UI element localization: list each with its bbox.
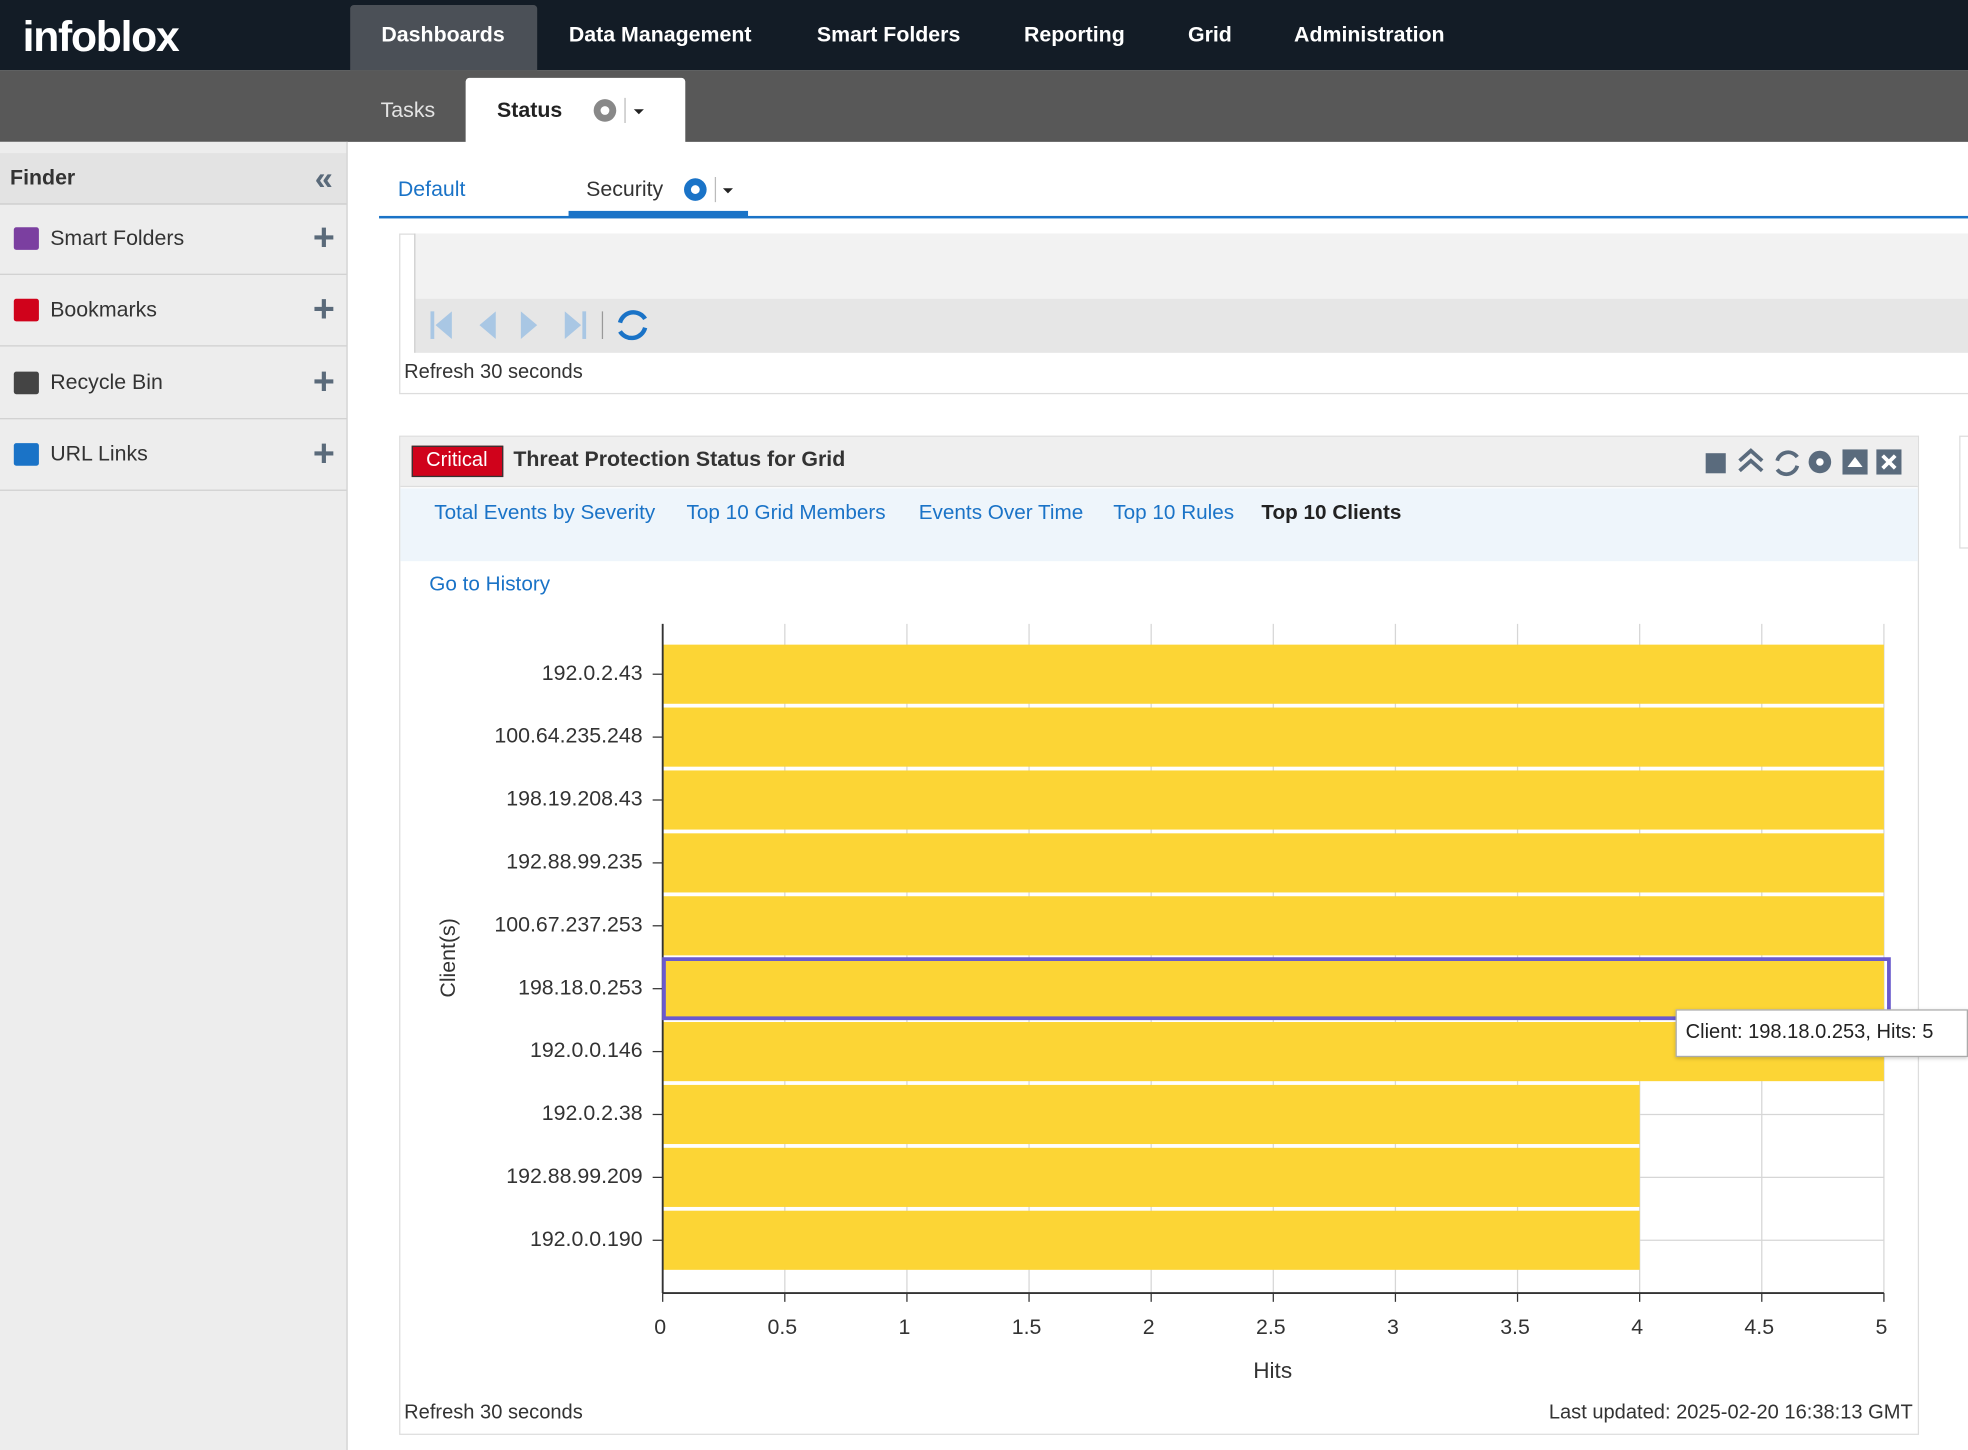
add-button[interactable]: + (313, 433, 335, 476)
last-updated: Last updated: 2025-02-20 16:38:13 GMT (1549, 1402, 1913, 1425)
x-tick-label: 4 (1631, 1315, 1643, 1339)
x-axis-label: Hits (1253, 1358, 1292, 1383)
bar (663, 1148, 1640, 1207)
y-tick-label: 192.0.2.38 (542, 1101, 643, 1125)
finder-row-border (0, 489, 346, 490)
y-tick-label: 198.18.0.253 (518, 975, 643, 999)
bar (663, 1085, 1640, 1144)
y-tick-label: 192.0.2.43 (542, 661, 643, 685)
finder-row-border (0, 274, 346, 275)
add-button[interactable]: + (313, 289, 335, 332)
x-tick-label: 0.5 (767, 1315, 797, 1339)
refresh-note: Refresh 30 seconds (404, 1402, 583, 1425)
finder-item[interactable]: URL Links (50, 442, 148, 467)
bar (663, 708, 1884, 767)
finder-row-border (0, 418, 346, 419)
add-button[interactable]: + (313, 217, 335, 260)
y-axis-label: Client(s) (436, 918, 460, 997)
y-tick-label: 192.88.99.235 (506, 850, 642, 874)
bar (663, 896, 1884, 955)
y-tick-label: 192.88.99.209 (506, 1164, 642, 1188)
bar (663, 833, 1884, 892)
finder-icon (14, 443, 39, 466)
finder-icon (14, 227, 39, 250)
y-tick-label: 198.19.208.43 (506, 787, 642, 811)
y-tick-label: 100.67.237.253 (494, 912, 642, 936)
bar (663, 770, 1884, 829)
finder-item[interactable]: Smart Folders (50, 226, 184, 251)
y-tick-label: 192.0.0.190 (530, 1227, 643, 1251)
bar (663, 645, 1884, 704)
bar (663, 1211, 1640, 1270)
finder-item[interactable]: Recycle Bin (50, 370, 163, 395)
finder-icon (14, 371, 39, 394)
finder-row-border (0, 346, 346, 347)
y-tick-label: 100.64.235.248 (494, 724, 642, 748)
x-tick-label: 0 (654, 1315, 666, 1339)
x-tick-label: 2.5 (1256, 1315, 1286, 1339)
x-tick-label: 3 (1387, 1315, 1399, 1339)
x-tick-label: 5 (1875, 1315, 1887, 1339)
add-button[interactable]: + (313, 361, 335, 404)
x-tick-label: 2 (1143, 1315, 1155, 1339)
x-tick-label: 1.5 (1012, 1315, 1042, 1339)
x-tick-label: 4.5 (1744, 1315, 1774, 1339)
x-tick-label: 1 (898, 1315, 910, 1339)
tooltip: Client: 198.18.0.253, Hits: 5 (1686, 1022, 1934, 1045)
finder-item[interactable]: Bookmarks (50, 298, 157, 323)
y-tick-label: 192.0.0.146 (530, 1038, 643, 1062)
finder-icon (14, 299, 39, 322)
x-tick-label: 3.5 (1500, 1315, 1530, 1339)
